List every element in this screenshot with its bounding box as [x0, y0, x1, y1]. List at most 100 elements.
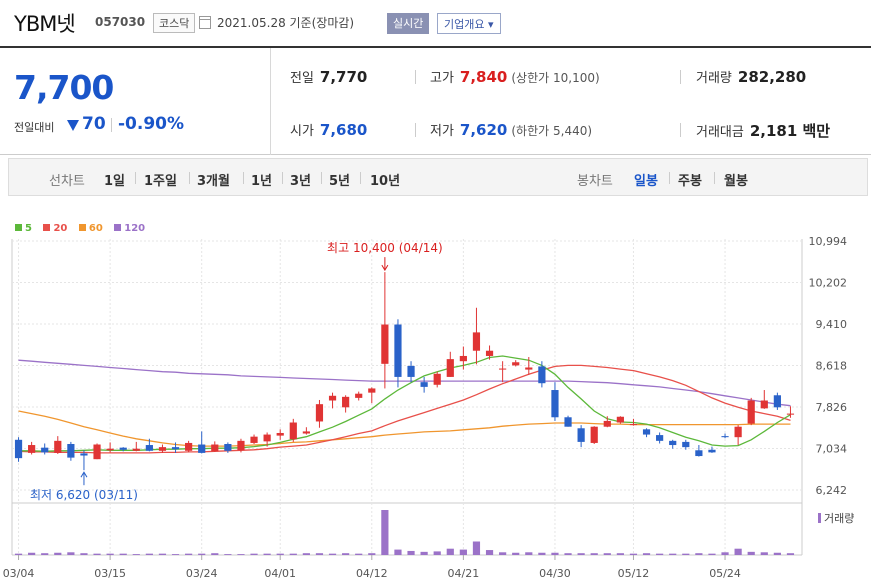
candle-body: [289, 422, 297, 440]
volume-bar: [603, 553, 611, 555]
candle-body: [250, 436, 258, 443]
volume-bar: [512, 552, 520, 555]
volume-bar: [616, 553, 624, 555]
volume-bar: [695, 553, 703, 555]
candle-daily[interactable]: 일봉: [634, 174, 658, 189]
candle-weekly[interactable]: 주봉: [678, 174, 702, 189]
candle-body: [656, 435, 664, 441]
divider: [243, 172, 244, 184]
period-3y[interactable]: 3년: [290, 174, 312, 189]
divider: [270, 48, 271, 155]
legend-ma20: 20: [43, 223, 67, 234]
volume-bar: [721, 552, 729, 555]
divider: [135, 172, 136, 184]
volume-bar: [54, 552, 62, 555]
volume-bar: [80, 553, 88, 555]
divider: [321, 172, 322, 184]
period-10y[interactable]: 10년: [370, 174, 401, 189]
candle-body: [145, 445, 153, 451]
candle-body: [302, 431, 310, 434]
prev-close-value: 7,770: [319, 68, 368, 86]
volume-bar: [41, 553, 49, 555]
low-cell: 저가 7,620 (하한가 5,440): [430, 120, 592, 139]
market-badge: 코스닥: [153, 13, 196, 33]
candle-body: [328, 395, 337, 401]
high-value: 7,840: [459, 68, 508, 86]
period-1w[interactable]: 1주일: [144, 174, 177, 189]
y-tick-label: 8,618: [816, 360, 848, 373]
divider: [415, 70, 416, 84]
period-selector: 선차트 1일 1주일 3개월 1년 3년 5년 10년 봉차트 일봉 주봉 월봉: [8, 158, 868, 196]
candle-body: [355, 393, 363, 398]
candle-body: [132, 448, 140, 451]
x-tick-label: 03/15: [94, 567, 126, 580]
realtime-button[interactable]: 실시간: [387, 13, 430, 34]
y-tick-label: 7,034: [816, 443, 848, 456]
candle-body: [224, 443, 232, 451]
volume-bar: [119, 553, 127, 555]
low-annotation: 최저 6,620 (03/11): [30, 488, 138, 502]
legend-ma5: 5: [15, 223, 32, 234]
candle-body: [525, 367, 533, 370]
volume-bar: [381, 510, 389, 555]
divider: [415, 123, 416, 137]
x-tick-label: 04/30: [539, 567, 571, 580]
volume-bar: [67, 552, 75, 555]
period-1d[interactable]: 1일: [104, 174, 126, 189]
divider: [189, 172, 190, 184]
volume-bar: [407, 550, 415, 555]
amount-value: 2,181 백만: [749, 122, 831, 140]
candle-body: [14, 439, 23, 459]
candle-body: [263, 434, 271, 442]
open-value: 7,680: [319, 121, 368, 139]
volume-bar: [224, 554, 232, 555]
candle-body: [342, 396, 350, 408]
y-tick-label: 10,202: [809, 277, 848, 290]
volume-bar: [276, 553, 284, 555]
volume-bar: [106, 553, 114, 555]
high-arrow-head: [381, 264, 389, 272]
volume-bar: [773, 552, 781, 555]
ma5-line: [18, 355, 791, 452]
candle-body: [237, 440, 245, 451]
stock-header: YBM넷 057030 코스닥 2021.05.28 기준(장마감) 실시간 기…: [0, 0, 871, 46]
x-tick-label: 05/24: [709, 567, 741, 580]
company-overview-dropdown[interactable]: 기업개요 ▾: [437, 13, 501, 34]
volume-bar: [158, 553, 167, 555]
volume-bar: [734, 548, 742, 555]
volume-bar: [355, 553, 363, 555]
candle-body: [41, 447, 49, 453]
ma120-line: [18, 359, 791, 407]
stock-code: 057030: [95, 15, 146, 29]
candle-body: [158, 447, 167, 451]
candle-body: [603, 420, 611, 427]
y-tick-label: 7,826: [816, 401, 848, 414]
volume-bar: [564, 553, 572, 555]
period-3m[interactable]: 3개월: [197, 174, 230, 189]
divider: [360, 172, 361, 184]
low-label: 저가: [430, 124, 454, 139]
volume-bar: [342, 553, 350, 555]
volume-bar: [642, 553, 651, 555]
volume-bar: [499, 552, 507, 555]
volume-bar: [472, 541, 481, 555]
divider: [680, 123, 681, 137]
candle-body: [577, 428, 585, 442]
candle-body: [629, 424, 638, 426]
candle-body: [538, 366, 546, 384]
candle-monthly[interactable]: 월봉: [724, 174, 748, 189]
candle-body: [420, 382, 428, 387]
candle-body: [682, 441, 690, 448]
period-1y[interactable]: 1년: [251, 174, 273, 189]
high-label: 고가: [430, 71, 454, 86]
candle-body: [80, 453, 88, 456]
period-5y[interactable]: 5년: [329, 174, 351, 189]
candle-body: [198, 444, 206, 453]
candle-body: [54, 440, 62, 453]
lower-limit: (하한가 5,440): [511, 124, 593, 138]
candle-body: [590, 426, 598, 443]
volume-bar: [577, 553, 585, 555]
candle-body: [499, 368, 507, 370]
high-annotation: 최고 10,400 (04/14): [327, 241, 443, 255]
volume-bar: [394, 549, 402, 555]
